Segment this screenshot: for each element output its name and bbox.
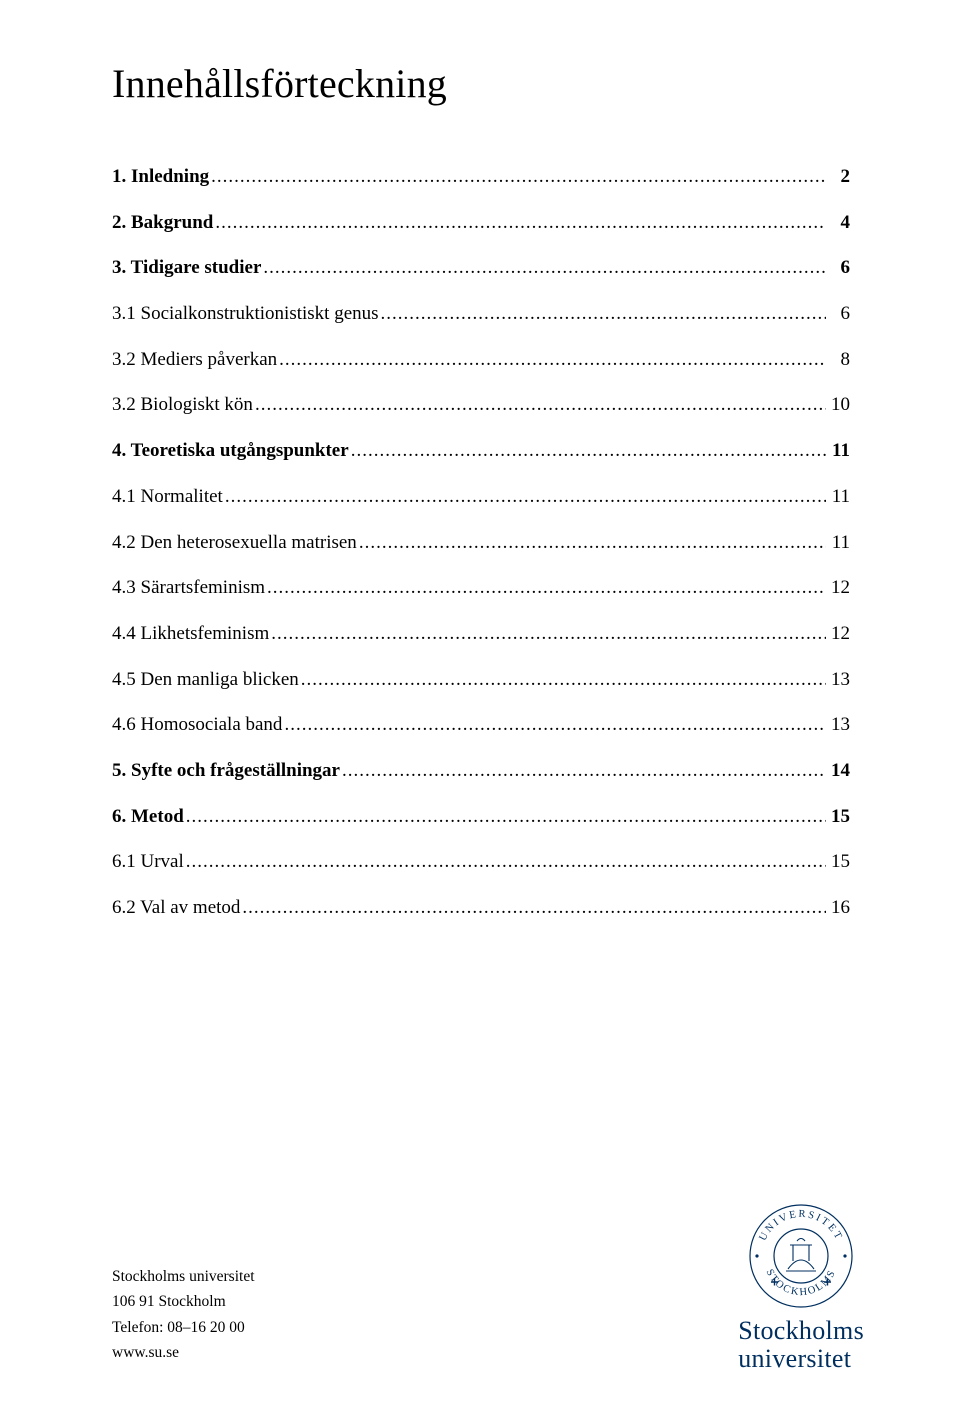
toc-label: 3.2 Biologiskt kön bbox=[112, 393, 253, 418]
toc-row: 3.2 Biologiskt kön 10 bbox=[112, 393, 850, 418]
toc-row: 4.4 Likhetsfeminism 12 bbox=[112, 622, 850, 647]
toc-leader-dots bbox=[277, 348, 826, 373]
toc-label: 3.2 Mediers påverkan bbox=[112, 348, 277, 373]
toc-page-number: 6 bbox=[826, 302, 850, 327]
toc-page-number: 2 bbox=[826, 165, 850, 190]
footer-org: Stockholms universitet bbox=[112, 1264, 255, 1290]
toc-leader-dots bbox=[184, 805, 826, 830]
toc-label: 4.4 Likhetsfeminism bbox=[112, 622, 269, 647]
toc-page-number: 6 bbox=[826, 256, 850, 281]
footer-address: 106 91 Stockholm bbox=[112, 1289, 255, 1315]
toc-label: 5. Syfte och frågeställningar bbox=[112, 759, 340, 784]
toc-row: 4.6 Homosociala band 13 bbox=[112, 713, 850, 738]
toc-label: 6. Metod bbox=[112, 805, 184, 830]
toc-label: 6.1 Urval bbox=[112, 850, 184, 875]
toc-row: 6. Metod 15 bbox=[112, 805, 850, 830]
table-of-contents: 1. Inledning 2 2. Bakgrund 4 3. Tidigare s… bbox=[112, 165, 850, 921]
toc-leader-dots bbox=[265, 576, 826, 601]
toc-row: 4. Teoretiska utgångspunkter 11 bbox=[112, 439, 850, 464]
toc-row: 3.2 Mediers påverkan 8 bbox=[112, 348, 850, 373]
toc-label: 4.6 Homosociala band bbox=[112, 713, 282, 738]
toc-row: 1. Inledning 2 bbox=[112, 165, 850, 190]
toc-row: 3.1 Socialkonstruktionistiskt genus 6 bbox=[112, 302, 850, 327]
page-title: Innehållsförteckning bbox=[112, 60, 850, 107]
svg-text:UNIVERSITET: UNIVERSITET bbox=[758, 1209, 845, 1243]
toc-page-number: 11 bbox=[826, 439, 850, 464]
toc-label: 6.2 Val av metod bbox=[112, 896, 240, 921]
toc-leader-dots bbox=[379, 302, 826, 327]
toc-row: 5. Syfte och frågeställningar 14 bbox=[112, 759, 850, 784]
toc-leader-dots bbox=[357, 531, 826, 556]
toc-page-number: 14 bbox=[826, 759, 850, 784]
toc-row: 4.5 Den manliga blicken 13 bbox=[112, 668, 850, 693]
university-seal-icon: UNIVERSITET STOCKHOLMS bbox=[748, 1203, 854, 1309]
toc-leader-dots bbox=[349, 439, 826, 464]
toc-leader-dots bbox=[261, 256, 826, 281]
toc-row: 6.1 Urval 15 bbox=[112, 850, 850, 875]
footer-url: www.su.se bbox=[112, 1340, 255, 1366]
university-wordmark: Stockholms universitet bbox=[738, 1317, 864, 1372]
toc-leader-dots bbox=[223, 485, 826, 510]
toc-row: 4.1 Normalitet 11 bbox=[112, 485, 850, 510]
toc-label: 2. Bakgrund bbox=[112, 211, 213, 236]
toc-page-number: 11 bbox=[826, 531, 850, 556]
wordmark-line2: universitet bbox=[738, 1345, 864, 1372]
toc-page-number: 4 bbox=[826, 211, 850, 236]
toc-label: 1. Inledning bbox=[112, 165, 209, 190]
toc-leader-dots bbox=[213, 211, 826, 236]
toc-row: 6.2 Val av metod 16 bbox=[112, 896, 850, 921]
toc-row: 3. Tidigare studier 6 bbox=[112, 256, 850, 281]
toc-page-number: 13 bbox=[826, 668, 850, 693]
toc-page-number: 11 bbox=[826, 485, 850, 510]
footer-phone: Telefon: 08–16 20 00 bbox=[112, 1315, 255, 1341]
toc-label: 4.5 Den manliga blicken bbox=[112, 668, 299, 693]
toc-page-number: 10 bbox=[826, 393, 850, 418]
toc-leader-dots bbox=[209, 165, 826, 190]
toc-row: 4.3 Särartsfeminism 12 bbox=[112, 576, 850, 601]
toc-label: 4.1 Normalitet bbox=[112, 485, 223, 510]
toc-page-number: 15 bbox=[826, 805, 850, 830]
toc-row: 4.2 Den heterosexuella matrisen 11 bbox=[112, 531, 850, 556]
toc-label: 3.1 Socialkonstruktionistiskt genus bbox=[112, 302, 379, 327]
toc-leader-dots bbox=[282, 713, 826, 738]
toc-page-number: 15 bbox=[826, 850, 850, 875]
toc-page-number: 16 bbox=[826, 896, 850, 921]
toc-leader-dots bbox=[253, 393, 826, 418]
toc-label: 3. Tidigare studier bbox=[112, 256, 261, 281]
document-page: Innehållsförteckning 1. Inledning 2 2. Ba… bbox=[0, 0, 960, 1408]
toc-leader-dots bbox=[340, 759, 826, 784]
toc-leader-dots bbox=[184, 850, 826, 875]
wordmark-line1: Stockholms bbox=[738, 1317, 864, 1344]
toc-leader-dots bbox=[240, 896, 826, 921]
toc-label: 4. Teoretiska utgångspunkter bbox=[112, 439, 349, 464]
toc-label: 4.3 Särartsfeminism bbox=[112, 576, 265, 601]
university-logo: UNIVERSITET STOCKHOLMS bbox=[738, 1203, 864, 1372]
toc-page-number: 12 bbox=[826, 622, 850, 647]
toc-page-number: 12 bbox=[826, 576, 850, 601]
footer-contact: Stockholms universitet 106 91 Stockholm … bbox=[112, 1264, 255, 1366]
toc-page-number: 8 bbox=[826, 348, 850, 373]
toc-leader-dots bbox=[269, 622, 826, 647]
toc-label: 4.2 Den heterosexuella matrisen bbox=[112, 531, 357, 556]
toc-row: 2. Bakgrund 4 bbox=[112, 211, 850, 236]
toc-page-number: 13 bbox=[826, 713, 850, 738]
toc-leader-dots bbox=[299, 668, 826, 693]
